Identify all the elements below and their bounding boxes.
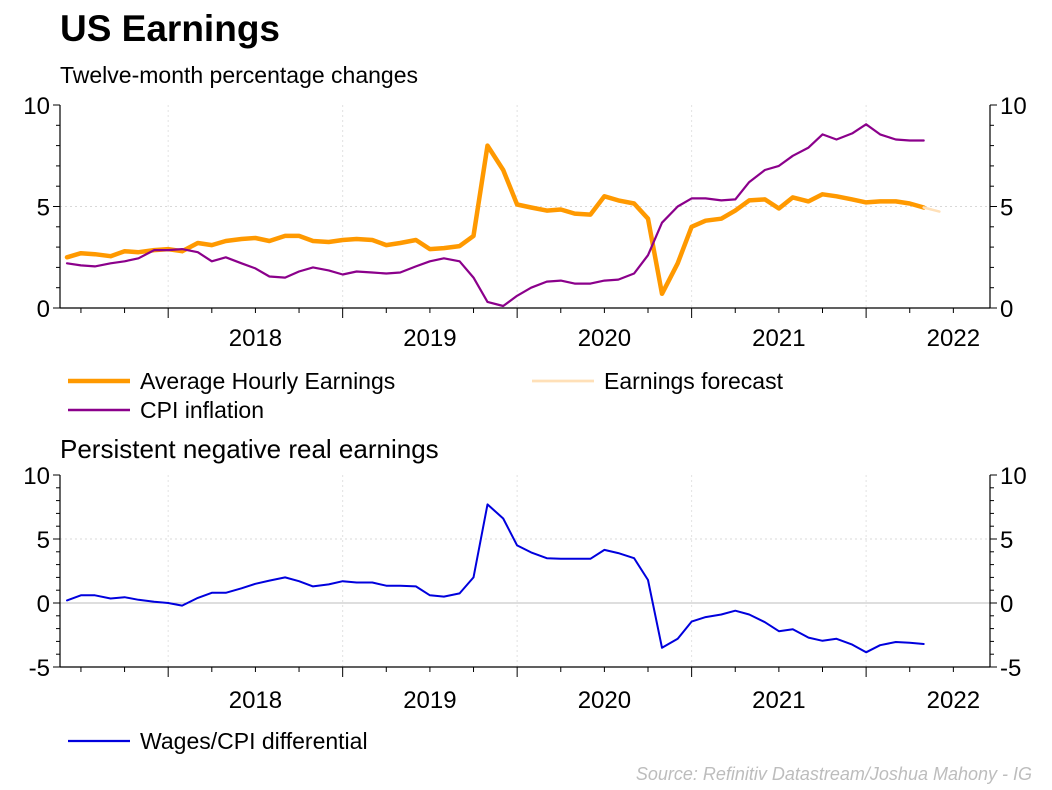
legend-label: Wages/CPI differential — [140, 728, 368, 754]
y-tick-label-right: 10 — [1000, 463, 1027, 490]
x-tick-label: 2020 — [578, 687, 631, 714]
x-tick-label: 2022 — [927, 325, 980, 352]
x-tick-label: 2018 — [229, 325, 282, 352]
lower-chart-title: Persistent negative real earnings — [60, 434, 439, 464]
legend-label: Average Hourly Earnings — [140, 368, 395, 394]
series-line-earnings-forecast — [922, 206, 941, 213]
chart-subtitle: Twelve-month percentage changes — [60, 62, 418, 88]
x-tick-label: 2021 — [752, 687, 805, 714]
y-tick-label-left: 10 — [23, 463, 50, 490]
x-tick-label: 2019 — [403, 325, 456, 352]
y-tick-label-right: 0 — [1000, 296, 1013, 323]
legend-label: Earnings forecast — [604, 368, 784, 394]
y-tick-label-left: 5 — [37, 527, 50, 554]
x-tick-label: 2021 — [752, 325, 805, 352]
y-tick-label-right: 5 — [1000, 527, 1013, 554]
x-tick-label: 2022 — [927, 687, 980, 714]
x-tick-label: 2018 — [229, 687, 282, 714]
y-tick-label-right: 10 — [1000, 93, 1027, 120]
y-tick-label-left: 0 — [37, 296, 50, 323]
y-tick-label-right: -5 — [1000, 655, 1021, 682]
x-tick-label: 2019 — [403, 687, 456, 714]
y-tick-label-left: 0 — [37, 591, 50, 618]
x-tick-label: 2020 — [578, 325, 631, 352]
source-note: Source: Refinitiv Datastream/Joshua Maho… — [635, 764, 1032, 784]
y-tick-label-left: 10 — [23, 93, 50, 120]
y-tick-label-right: 5 — [1000, 195, 1013, 222]
series-line-cpi-inflation — [65, 123, 925, 308]
y-tick-label-left: 5 — [37, 195, 50, 222]
legend-label: CPI inflation — [140, 397, 264, 423]
y-tick-label-left: -5 — [29, 655, 50, 682]
chart-title: US Earnings — [60, 8, 280, 49]
series-line-wages-cpi-differential — [66, 503, 925, 654]
series-line-average-hourly-earnings — [64, 143, 926, 297]
y-tick-label-right: 0 — [1000, 591, 1013, 618]
